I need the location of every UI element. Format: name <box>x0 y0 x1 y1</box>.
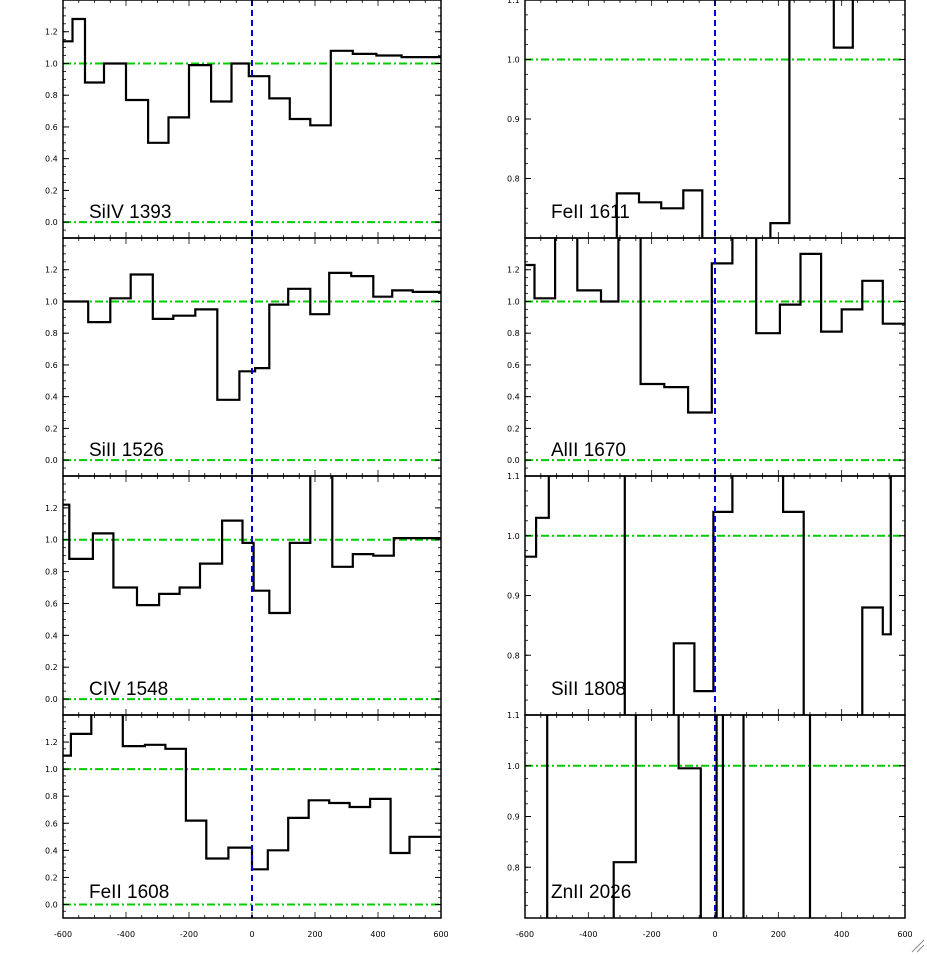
panel-label: SiIV 1393 <box>89 202 171 223</box>
y-tick-label: 1.0 <box>507 297 520 306</box>
y-tick-label: 1.0 <box>45 765 58 774</box>
y-tick-label: 0.8 <box>45 792 58 801</box>
y-tick-label: 0.6 <box>45 819 58 828</box>
y-tick-label: 0.8 <box>507 863 520 872</box>
panels-layer: 0.0 0.2 0.4 0.6 0.8 1.0 1.2 SiIV 1393 0.8 0.9 1.0 1… <box>45 0 906 919</box>
panel-znii-2026: 0.8 0.9 1.0 1.1 ZnII 2026 <box>507 711 906 919</box>
x-axis-layer: -600 -400 -200 0 200 400 600 -600 -400 -200 0 200 40… <box>54 930 913 939</box>
y-tick-label: 1.1 <box>507 0 520 5</box>
y-tick-label: 1.0 <box>45 297 58 306</box>
x-tick-label: 400 <box>834 930 849 939</box>
y-tick-label: 1.2 <box>45 504 58 513</box>
spectrum-series <box>63 271 441 401</box>
y-tick-label: 0.6 <box>45 361 58 370</box>
y-tick-label: 1.0 <box>507 532 520 541</box>
resize-grip-icon <box>911 939 925 953</box>
y-tick-label: 0.6 <box>45 599 58 608</box>
x-tick-label: 600 <box>433 930 448 939</box>
y-tick-label: 1.2 <box>45 28 58 37</box>
x-tick-label: -600 <box>516 930 534 939</box>
panel-label: FeII 1608 <box>89 882 169 903</box>
x-tick-label: 0 <box>249 930 254 939</box>
y-tick-label: 0.6 <box>507 361 520 370</box>
y-tick-label: 1.1 <box>507 472 520 481</box>
y-tick-label: 1.0 <box>507 56 520 65</box>
y-tick-label: 0.2 <box>45 873 58 882</box>
x-tick-label: -600 <box>54 930 72 939</box>
panel-civ-1548: 0.0 0.2 0.4 0.6 0.8 1.0 1.2 CIV 1548 <box>45 475 442 716</box>
spectrum-series <box>63 17 441 144</box>
y-tick-label: 0.2 <box>45 663 58 672</box>
spectrum-series <box>615 0 854 238</box>
y-tick-label: 0.4 <box>45 846 58 855</box>
y-tick-label: 1.0 <box>45 59 58 68</box>
y-tick-label: 0.9 <box>507 115 520 124</box>
x-tick-label: -200 <box>180 930 198 939</box>
y-tick-label: 0.0 <box>45 456 58 465</box>
y-tick-label: 0.0 <box>507 456 520 465</box>
x-tick-label: -400 <box>579 930 597 939</box>
y-tick-label: 0.2 <box>507 424 520 433</box>
panel-siii-1526: 0.0 0.2 0.4 0.6 0.8 1.0 1.2 SiII 1526 <box>45 237 442 477</box>
y-tick-label: 0.8 <box>45 329 58 338</box>
y-tick-label: 0.8 <box>507 329 520 338</box>
y-tick-label: 1.2 <box>45 266 58 275</box>
panel-feii-1611: 0.8 0.9 1.0 1.1 FeII 1611 <box>507 0 906 239</box>
y-tick-label: 0.4 <box>45 631 58 640</box>
x-tick-label: 0 <box>712 930 717 939</box>
y-tick-label: 0.8 <box>507 175 520 184</box>
spectrum-series <box>546 715 812 918</box>
y-tick-label: 0.4 <box>507 393 520 402</box>
x-tick-label: 400 <box>370 930 385 939</box>
panel-label: FeII 1611 <box>551 202 630 223</box>
y-tick-label: 1.0 <box>507 762 520 771</box>
x-tick-label: -200 <box>643 930 661 939</box>
panel-siiv-1393: 0.0 0.2 0.4 0.6 0.8 1.0 1.2 SiIV 1393 <box>45 0 442 239</box>
panel-siii-1808: 0.8 0.9 1.0 1.1 SiII 1808 <box>507 472 906 716</box>
spectrum-series <box>525 238 905 414</box>
y-tick-label: 1.2 <box>45 738 58 747</box>
panel-label: SiII 1808 <box>551 679 626 700</box>
spectrum-series <box>525 476 892 715</box>
x-tick-label: 200 <box>771 930 786 939</box>
y-tick-label: 0.9 <box>507 813 520 822</box>
y-tick-label: 1.0 <box>45 536 58 545</box>
y-tick-label: 0.4 <box>45 155 58 164</box>
panel-label: SiII 1526 <box>89 440 164 461</box>
y-tick-label: 0.8 <box>45 568 58 577</box>
spectrum-series <box>63 476 441 615</box>
panel-label: ZnII 2026 <box>551 882 631 903</box>
y-tick-label: 1.1 <box>507 711 520 720</box>
panel-alii-1670: 0.0 0.2 0.4 0.6 0.8 1.0 1.2 AlII 1670 <box>507 237 906 477</box>
panel-feii-1608: 0.0 0.2 0.4 0.6 0.8 1.0 1.2 FeII 1608 <box>45 714 442 919</box>
panel-label: AlII 1670 <box>551 440 626 461</box>
y-tick-label: 1.2 <box>507 266 520 275</box>
y-tick-label: 0.8 <box>45 91 58 100</box>
x-tick-label: 200 <box>307 930 322 939</box>
y-tick-label: 0.0 <box>45 218 58 227</box>
y-tick-label: 0.2 <box>45 186 58 195</box>
y-tick-label: 0.0 <box>45 695 58 704</box>
y-tick-label: 0.6 <box>45 123 58 132</box>
y-tick-label: 0.2 <box>45 424 58 433</box>
y-tick-label: 0.9 <box>507 592 520 601</box>
x-tick-label: -400 <box>117 930 135 939</box>
panel-label: CIV 1548 <box>89 679 168 700</box>
y-tick-label: 0.8 <box>507 651 520 660</box>
y-tick-label: 0.4 <box>45 393 58 402</box>
y-tick-label: 0.0 <box>45 900 58 909</box>
x-tick-label: 600 <box>897 930 912 939</box>
